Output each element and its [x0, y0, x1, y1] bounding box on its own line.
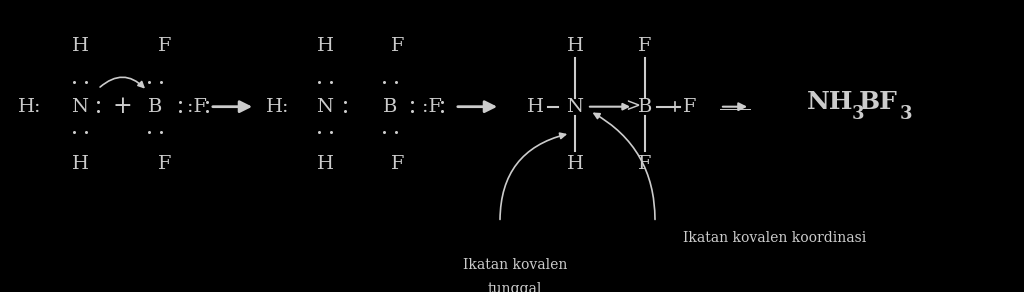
- Text: H:: H:: [266, 98, 290, 116]
- Text: >: >: [626, 98, 640, 116]
- Text: F: F: [159, 155, 172, 173]
- Text: F: F: [638, 37, 651, 55]
- Text: H: H: [72, 37, 88, 55]
- Text: H: H: [526, 98, 544, 116]
- Text: H: H: [566, 37, 584, 55]
- Text: N: N: [566, 98, 584, 116]
- Text: N: N: [316, 98, 334, 116]
- Text: tunggal: tunggal: [487, 282, 542, 292]
- Text: F: F: [391, 37, 404, 55]
- Text: 3: 3: [900, 105, 912, 123]
- Text: F: F: [391, 155, 404, 173]
- Text: H: H: [316, 37, 334, 55]
- Text: H:: H:: [18, 98, 42, 116]
- Text: H: H: [316, 155, 334, 173]
- Text: NH: NH: [807, 90, 853, 114]
- Text: B: B: [638, 98, 652, 116]
- Text: Ikatan kovalen koordinasi: Ikatan kovalen koordinasi: [683, 231, 866, 245]
- Text: :F: :F: [187, 98, 207, 116]
- Text: H: H: [72, 155, 88, 173]
- Text: N: N: [72, 98, 88, 116]
- Text: F: F: [683, 98, 696, 116]
- Text: H: H: [566, 155, 584, 173]
- Text: +: +: [112, 95, 132, 118]
- Text: 3: 3: [852, 105, 864, 123]
- Text: Ikatan kovalen: Ikatan kovalen: [463, 258, 567, 272]
- Text: B: B: [147, 98, 162, 116]
- Text: F: F: [159, 37, 172, 55]
- Text: F: F: [638, 155, 651, 173]
- Text: B: B: [383, 98, 397, 116]
- Text: :F: :F: [422, 98, 442, 116]
- Text: BF: BF: [858, 90, 897, 114]
